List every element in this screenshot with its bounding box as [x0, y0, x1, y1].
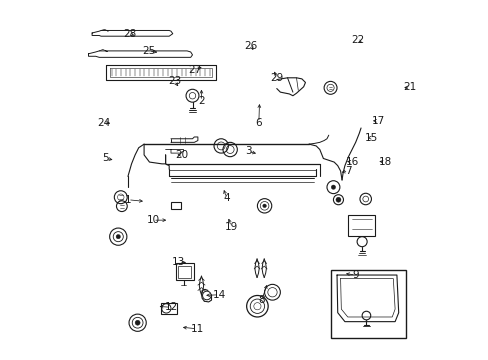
- Text: 11: 11: [190, 324, 203, 334]
- Bar: [348, 215, 375, 236]
- Text: 3: 3: [244, 146, 251, 156]
- Text: 27: 27: [188, 64, 202, 75]
- Text: 9: 9: [352, 270, 358, 280]
- Text: 23: 23: [167, 76, 181, 86]
- Bar: [178, 266, 191, 278]
- Circle shape: [335, 197, 340, 202]
- Text: 19: 19: [224, 222, 237, 231]
- Bar: [171, 202, 181, 210]
- Text: 25: 25: [142, 46, 155, 56]
- Text: 6: 6: [255, 118, 262, 128]
- Text: 5: 5: [102, 153, 109, 163]
- Text: 13: 13: [172, 257, 185, 267]
- Text: 4: 4: [223, 193, 229, 203]
- Text: 17: 17: [371, 116, 384, 126]
- Text: 24: 24: [97, 118, 110, 128]
- Circle shape: [330, 185, 335, 189]
- Text: 21: 21: [402, 82, 415, 93]
- Text: 18: 18: [378, 157, 391, 167]
- Text: 10: 10: [146, 215, 159, 225]
- Text: 20: 20: [175, 150, 188, 160]
- Text: 22: 22: [350, 35, 364, 45]
- Circle shape: [116, 234, 120, 239]
- Text: 8: 8: [258, 295, 264, 305]
- Text: 15: 15: [365, 133, 378, 143]
- Text: 29: 29: [269, 73, 283, 83]
- Text: 7: 7: [345, 166, 351, 176]
- Text: 16: 16: [345, 157, 358, 167]
- Text: 26: 26: [244, 41, 257, 50]
- Bar: [175, 263, 193, 280]
- Text: 2: 2: [198, 96, 204, 106]
- Text: 1: 1: [124, 195, 131, 205]
- Text: 28: 28: [123, 29, 136, 39]
- Text: 14: 14: [212, 290, 225, 300]
- Circle shape: [262, 204, 266, 208]
- Bar: [161, 303, 177, 314]
- Circle shape: [135, 320, 140, 325]
- Text: 12: 12: [164, 302, 177, 312]
- Bar: [330, 270, 405, 338]
